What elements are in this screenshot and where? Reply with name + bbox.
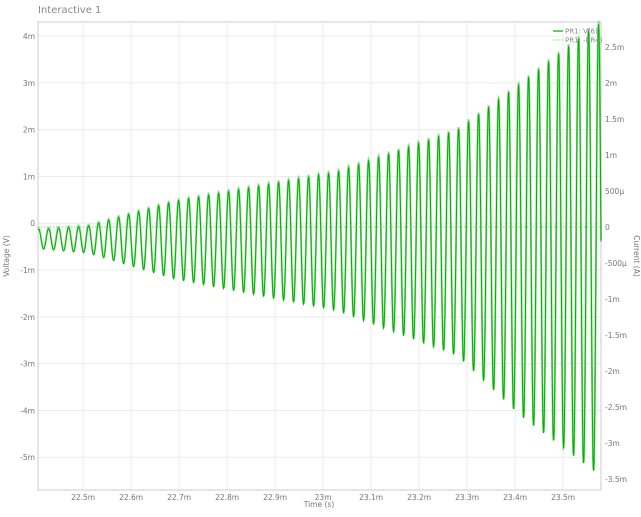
y-tick-label: -4m <box>20 406 35 415</box>
x-ticks: 22.5m 22.6m 22.7m 22.8m 22.9m 23m 23.1m 23.2m 23… <box>71 493 575 502</box>
y-tick-label: -2m <box>20 313 35 322</box>
legend-label-v6: PR1: V(6) <box>565 28 598 36</box>
y-tick-label: 1m <box>23 172 35 181</box>
x-tick-label: 22.5m <box>71 493 95 502</box>
y2-ticks: 2.5m 2m 1.5m 1m 500µ 0 -500µ -1m -1.5m -2m -2.5m -3… <box>605 43 627 484</box>
y-axis-label: Voltage (V) <box>2 235 11 277</box>
y2-tick-label: 1m <box>605 151 617 160</box>
y2-tick-label: -2m <box>605 367 620 376</box>
x-tick-label: 23.2m <box>407 493 431 502</box>
y2-tick-label: -3.5m <box>605 475 627 484</box>
y2-tick-label: 500µ <box>605 187 624 196</box>
x-tick-label: 22.7m <box>167 493 191 502</box>
x-tick-label: 22.9m <box>263 493 287 502</box>
y2-tick-label: 2.5m <box>605 43 624 52</box>
series-line-v6 <box>37 23 602 471</box>
x-tick-label: 22.6m <box>119 493 143 502</box>
x-tick-label: 23.1m <box>359 493 383 502</box>
y2-tick-label: 2m <box>605 79 617 88</box>
y2-axis-label: Current (A) <box>632 235 641 277</box>
y2-tick-label: -3m <box>605 439 620 448</box>
y-tick-label: 4m <box>23 32 35 41</box>
y2-tick-label: -1m <box>605 295 620 304</box>
legend: PR1: V(6) PR1: -I(R4) <box>553 28 603 45</box>
x-tick-label: 23.3m <box>455 493 479 502</box>
x-tick-label: 23.5m <box>551 493 575 502</box>
y-tick-label: 3m <box>23 79 35 88</box>
y2-tick-label: -2.5m <box>605 403 627 412</box>
y2-tick-label: 0 <box>605 223 610 232</box>
x-tick-label: 22.8m <box>215 493 239 502</box>
x-tick-label: 23m <box>315 493 332 502</box>
y-tick-label: -5m <box>20 453 35 462</box>
y-tick-label: -3m <box>20 360 35 369</box>
y2-tick-label: -500µ <box>605 259 627 268</box>
y2-tick-label: -1.5m <box>605 331 627 340</box>
x-axis-label: Time (s) <box>303 500 335 509</box>
window-title: Interactive 1 <box>38 5 101 16</box>
plot-frame <box>37 21 602 491</box>
y-tick-label: 0 <box>30 219 35 228</box>
y-tick-label: -1m <box>20 266 35 275</box>
legend-label-ir4: PR1: -I(R4) <box>565 37 603 45</box>
x-tick-label: 23.4m <box>503 493 527 502</box>
series-layer <box>37 19 602 471</box>
y-ticks: 4m 3m 2m 1m 0 -1m -2m -3m -4m -5m <box>20 32 35 462</box>
y2-tick-label: 1.5m <box>605 115 624 124</box>
y-tick-label: 2m <box>23 126 35 135</box>
